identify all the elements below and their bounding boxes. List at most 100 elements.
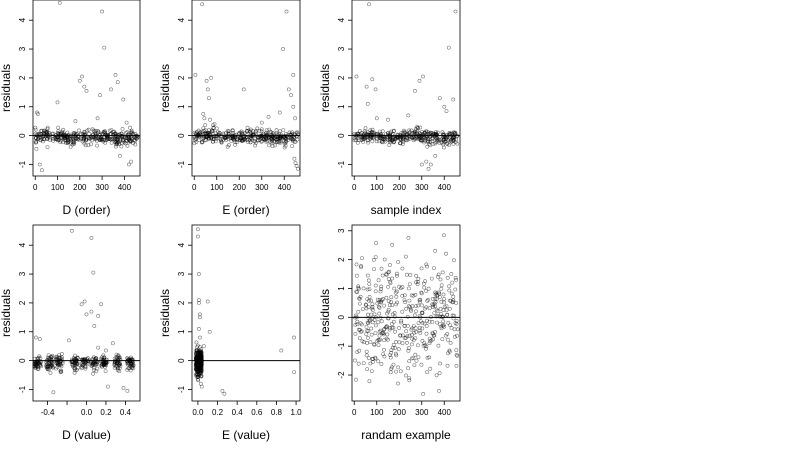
data-point	[451, 130, 456, 135]
data-point	[388, 279, 393, 284]
data-point	[56, 358, 61, 362]
data-point	[439, 299, 444, 304]
x-tick-label: 0	[352, 183, 357, 192]
data-point	[433, 290, 438, 295]
data-point	[68, 136, 73, 141]
data-point	[404, 340, 409, 345]
data-point	[286, 87, 291, 92]
data-point	[381, 134, 386, 139]
data-point	[368, 136, 373, 141]
data-point	[45, 364, 50, 369]
data-point	[292, 370, 297, 375]
data-point	[455, 353, 460, 358]
data-point	[267, 143, 272, 148]
data-point	[48, 136, 53, 141]
data-point	[434, 140, 439, 145]
data-point	[117, 357, 122, 362]
data-point	[353, 322, 358, 327]
data-point	[408, 307, 413, 312]
data-point	[422, 130, 427, 135]
data-point	[411, 293, 416, 298]
data-point	[365, 367, 370, 372]
data-point	[201, 344, 206, 349]
data-point	[237, 131, 241, 135]
data-point	[102, 130, 107, 135]
data-point	[370, 130, 375, 135]
data-point	[425, 355, 430, 360]
data-point	[66, 139, 71, 144]
data-point	[431, 305, 436, 309]
data-point	[414, 273, 419, 278]
data-point	[373, 87, 378, 92]
data-point	[388, 137, 392, 142]
data-point	[437, 96, 442, 101]
data-point	[233, 142, 237, 147]
x-tick-label: 0.0	[192, 408, 204, 417]
data-point	[368, 317, 373, 322]
x-axis-title: E (order)	[222, 203, 269, 217]
data-point	[382, 303, 387, 308]
data-point	[442, 300, 447, 305]
data-point	[374, 139, 379, 144]
data-point	[393, 290, 398, 295]
data-point	[278, 139, 283, 144]
data-point	[83, 366, 88, 371]
data-point	[92, 368, 96, 373]
data-point	[420, 74, 425, 79]
data-point	[61, 127, 66, 132]
data-point	[205, 299, 210, 304]
data-point	[442, 104, 447, 109]
data-point	[404, 329, 409, 334]
data-point	[388, 131, 392, 136]
data-point	[400, 293, 405, 298]
data-point	[367, 319, 372, 324]
data-point	[290, 137, 295, 142]
data-point	[72, 370, 77, 375]
data-point	[376, 338, 381, 343]
data-point	[381, 297, 385, 301]
data-point	[71, 131, 76, 136]
data-point	[103, 369, 108, 374]
data-point	[401, 139, 406, 144]
x-tick-label: 200	[233, 183, 247, 192]
data-point	[413, 292, 418, 297]
data-point	[201, 126, 206, 131]
data-point	[220, 388, 225, 393]
y-tick-label: 4	[177, 242, 186, 247]
data-point	[359, 130, 364, 135]
data-point	[358, 321, 363, 326]
data-point	[367, 287, 372, 292]
data-point	[270, 137, 275, 142]
data-point	[90, 127, 95, 132]
data-point	[413, 89, 417, 93]
y-tick-label: 4	[18, 242, 27, 247]
data-point	[412, 313, 417, 318]
data-point	[383, 139, 388, 144]
data-point	[364, 353, 369, 358]
data-point	[193, 73, 198, 77]
data-point	[46, 365, 50, 370]
data-point	[373, 289, 378, 294]
data-point	[102, 138, 106, 143]
data-point	[289, 93, 293, 98]
data-point	[414, 134, 419, 139]
data-point	[378, 289, 383, 294]
data-point	[226, 131, 231, 136]
data-point	[281, 134, 286, 139]
x-tick-label: 100	[370, 183, 384, 192]
data-point	[394, 339, 398, 344]
data-point	[354, 289, 359, 294]
data-point	[434, 307, 439, 312]
data-point	[382, 338, 387, 343]
data-point	[91, 365, 96, 370]
data-point	[386, 316, 390, 321]
data-point	[365, 341, 370, 345]
data-point	[34, 335, 38, 340]
data-point	[279, 132, 284, 137]
x-tick-label: 0.2	[212, 408, 224, 417]
data-point	[366, 356, 371, 361]
y-tick-label: 1	[18, 329, 27, 334]
data-point	[116, 140, 121, 145]
data-point	[214, 126, 219, 131]
data-point	[34, 139, 39, 144]
